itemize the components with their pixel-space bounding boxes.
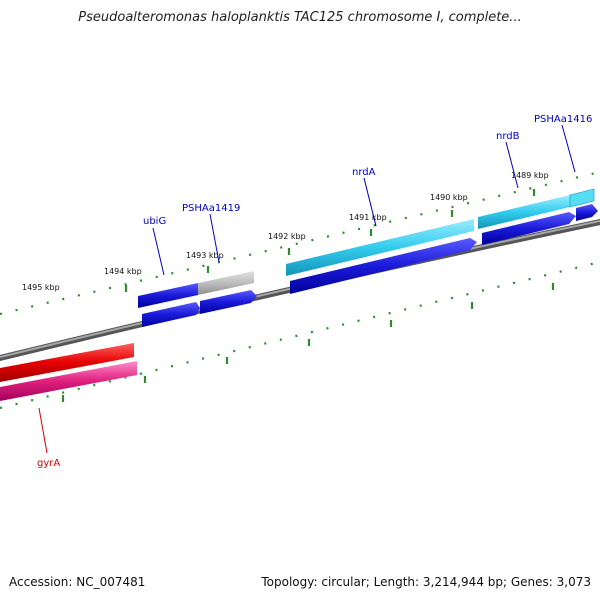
- tick-label-1495: 1495 kbp: [22, 283, 60, 292]
- gene-arrow-nrdB[interactable]: [482, 212, 576, 245]
- gene-arrow-nrdA[interactable]: [290, 238, 477, 294]
- gene-label-nrdA[interactable]: nrdA: [352, 167, 376, 178]
- leader-PSHAa1416: [561, 124, 576, 173]
- tick-label-1494: 1494 kbp: [104, 267, 142, 276]
- upper-tick-track: [0, 170, 600, 316]
- gene-arrow-PSHAa1419[interactable]: [200, 290, 257, 314]
- tick-label-1492: 1492 kbp: [268, 232, 306, 241]
- leader-ubiG: [152, 227, 165, 276]
- gene-bar-gyrA-pink[interactable]: [0, 361, 137, 401]
- gene-arrow-PSHAa1416[interactable]: [576, 204, 598, 221]
- tick-label-1493: 1493 kbp: [186, 251, 224, 260]
- gene-bar-ubiG-upper[interactable]: [138, 283, 198, 308]
- gene-bar-PSHAa1419-upper[interactable]: [198, 271, 254, 295]
- genome-summary-label: Topology: circular; Length: 3,214,944 bp…: [261, 575, 591, 589]
- tick-label-1489: 1489 kbp: [511, 171, 549, 180]
- gene-bar-PSHAa1416-upper[interactable]: [569, 188, 595, 208]
- leader-nrdA: [363, 177, 377, 227]
- map-title: Pseudoalteromonas haloplanktis TAC125 ch…: [78, 10, 522, 25]
- leader-gyrA: [38, 407, 48, 454]
- tick-label-1490: 1490 kbp: [430, 193, 468, 202]
- gene-label-PSHAa1419[interactable]: PSHAa1419: [182, 203, 240, 214]
- tick-label-1491: 1491 kbp: [349, 213, 387, 222]
- gene-label-ubiG[interactable]: ubiG: [143, 216, 166, 227]
- gene-label-PSHAa1416[interactable]: PSHAa1416: [534, 114, 592, 125]
- gene-bar-gyrA-red[interactable]: [0, 343, 134, 382]
- gene-bar-nrdA-upper[interactable]: [286, 219, 474, 276]
- leader-PSHAa1419: [209, 213, 220, 263]
- gene-label-gyrA[interactable]: gyrA: [37, 458, 60, 469]
- gene-label-nrdB[interactable]: nrdB: [496, 131, 520, 142]
- major-ticks: [61, 189, 555, 402]
- gene-arrow-ubiG[interactable]: [142, 302, 200, 327]
- gene-bar-nrdB-upper[interactable]: [478, 195, 570, 229]
- accession-label: Accession: NC_007481: [9, 575, 146, 589]
- leader-nrdB: [505, 141, 519, 189]
